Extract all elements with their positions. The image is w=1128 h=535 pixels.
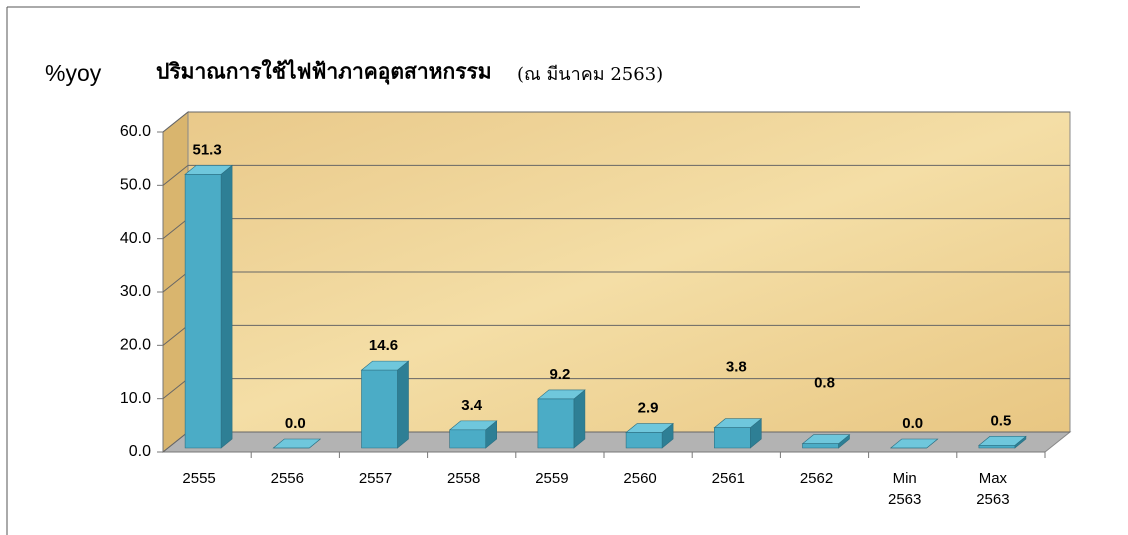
x-tick-label: 2555 <box>182 470 216 487</box>
bar-face <box>449 429 487 449</box>
bar-face <box>978 445 1016 449</box>
x-tick-label: 2560 <box>623 470 657 487</box>
grid-line <box>162 324 189 346</box>
bar-face <box>713 427 751 449</box>
data-label: 14.6 <box>369 337 398 354</box>
bar <box>537 389 586 449</box>
bar <box>625 422 674 449</box>
bar <box>801 434 851 449</box>
x-tick-label: 2559 <box>535 470 569 487</box>
x-tick-label: 2557 <box>358 470 393 487</box>
grid-line <box>162 378 189 400</box>
x-tick-label: 2561 <box>711 470 745 487</box>
chart-title: %yoy <box>45 60 102 86</box>
y-tick-label: 10.0 <box>120 390 151 407</box>
x-tick-label: 2562 <box>799 470 834 487</box>
data-label: 0.8 <box>814 375 835 392</box>
chart-subtitle: ปริมาณการใช้ไฟฟ้าภาคอุตสาหกรรม <box>156 59 492 86</box>
bar <box>272 438 322 449</box>
annotation: (ณ มีนาคม 2563) <box>517 64 663 85</box>
data-label: 9.2 <box>549 366 570 383</box>
bar-face <box>220 164 233 449</box>
bar <box>889 438 939 449</box>
y-tick-label: 30.0 <box>120 283 151 300</box>
grid-line <box>162 271 189 293</box>
bar <box>448 420 498 449</box>
bar-face <box>625 432 663 449</box>
data-label: 3.8 <box>726 359 747 376</box>
data-label: 2.9 <box>638 400 659 417</box>
bar-face <box>184 174 222 449</box>
bar <box>184 164 233 449</box>
y-tick-label: 60.0 <box>120 123 151 140</box>
bar <box>360 360 410 449</box>
data-label: 51.3 <box>192 141 221 158</box>
grid-line <box>162 431 189 453</box>
grid-line <box>162 218 189 240</box>
data-label: 0.0 <box>285 415 306 432</box>
data-label: 3.4 <box>461 397 483 414</box>
grid-line <box>162 164 189 186</box>
data-label: 0.0 <box>902 415 923 432</box>
bar <box>978 435 1027 449</box>
y-tick-label: 20.0 <box>120 337 151 354</box>
x-tick-label: Min 2563 <box>888 470 922 508</box>
bar-face <box>573 389 586 449</box>
x-tick-label: 2558 <box>447 470 481 487</box>
bar-face <box>802 443 839 449</box>
bar-face <box>397 360 409 449</box>
grid-line <box>162 111 189 133</box>
bar-face <box>361 369 398 449</box>
y-tick-label: 50.0 <box>120 177 151 194</box>
bar-face <box>537 398 575 449</box>
y-tick-label: 0.0 <box>129 443 151 460</box>
bar <box>713 418 763 449</box>
y-tick-label: 40.0 <box>120 230 151 247</box>
x-tick-label: 2556 <box>270 470 304 487</box>
x-tick-label: Max 2563 <box>976 470 1010 508</box>
data-label: 0.5 <box>990 412 1011 429</box>
